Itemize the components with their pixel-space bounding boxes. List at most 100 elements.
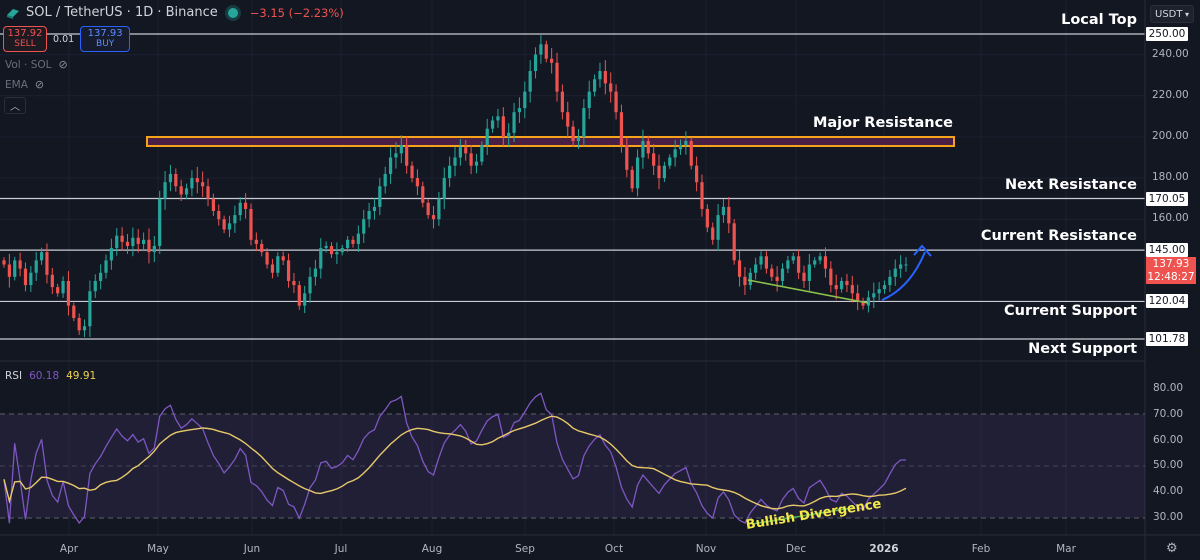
level-price-tag: 120.04 [1146,294,1188,309]
symbol-title[interactable]: SOL / TetherUS · 1D · Binance [26,5,218,20]
candle [346,239,350,249]
candle [759,256,763,265]
time-tick: Apr [59,543,79,555]
candle [630,169,634,189]
candle [566,112,570,127]
candle [125,241,130,246]
candle [421,186,425,203]
candle [625,145,629,170]
candle [813,260,817,265]
candle [797,256,801,273]
candle [50,274,54,288]
candle [93,280,97,292]
rsi-tick: 70.00 [1153,407,1184,420]
candle [34,260,38,273]
rsi-legend[interactable]: RSI 60.18 49.91 [5,370,96,382]
sell-button[interactable]: 137.92 SELL [3,26,47,52]
candle [163,182,167,199]
candle [700,182,704,209]
candle [61,280,65,294]
level-price-tag: 145.00 [1146,243,1188,258]
candle [592,79,597,92]
candle [109,248,113,261]
collapse-legend-button[interactable]: ︿ [4,97,26,114]
candle [716,215,720,240]
candle [104,260,108,273]
rsi-tick: 60.00 [1153,433,1184,446]
candle [555,62,559,92]
candle [668,157,672,166]
eye-hidden-icon[interactable]: ⊘ [34,78,45,91]
candle [227,223,232,230]
candle [662,165,666,179]
price-tick: 160.00 [1152,212,1189,225]
candle [281,256,285,261]
price-change: −3.15 (−2.23%) [249,5,344,20]
candle [233,215,237,224]
candle [324,245,328,249]
candle [775,276,779,281]
bar-countdown: 12:48:27 [1147,270,1195,283]
candle [464,147,468,154]
candle [222,219,226,230]
candle [839,280,844,290]
candle [195,178,199,183]
candle [539,44,543,55]
time-tick: 2026 [869,543,899,555]
candle [265,252,269,265]
candle [485,128,489,146]
eye-hidden-icon[interactable]: ⊘ [58,58,68,71]
currency-select[interactable]: USDT ▾ [1150,5,1194,23]
candle [721,206,726,216]
projection-arrowhead [913,244,932,257]
candle [115,235,119,249]
time-tick: Mar [1056,543,1076,555]
candle [56,287,60,294]
candle [303,293,307,306]
candle [748,272,752,286]
candle [861,301,865,306]
candle [737,260,742,277]
candle [23,268,28,286]
candle [791,256,795,261]
candle [614,91,618,113]
candle [571,126,575,142]
indicator-ema[interactable]: EMA ⊘ [5,78,44,91]
time-tick: Jun [243,543,261,555]
candle [7,264,11,277]
buy-price: 137.93 [87,28,123,39]
level-price-tag: 170.05 [1146,191,1188,206]
candle [29,272,33,286]
sell-label: SELL [14,39,36,49]
candle [856,293,860,302]
candle [512,112,516,133]
time-tick: Dec [785,543,807,555]
buy-button[interactable]: 137.93 BUY [80,26,131,52]
candle [850,285,854,294]
major-resistance-zone [146,136,955,147]
candle [99,272,103,281]
candle [641,141,645,158]
candle [802,272,806,281]
candle [496,116,500,121]
candle [882,285,887,290]
candles [2,35,908,338]
candle [528,71,532,92]
rsi-value: 60.18 [29,370,60,382]
candle [899,264,903,269]
indicator-volume[interactable]: Vol · SOL ⊘ [5,58,68,71]
candle [764,256,769,269]
candle [179,186,183,195]
settings-gear-icon[interactable]: ⚙ [1166,541,1178,556]
candle [807,264,811,281]
candle [845,280,849,286]
candle [872,293,876,298]
candle [437,198,441,220]
current-price: 137.93 [1152,258,1190,270]
candle [82,326,87,331]
candle [45,252,49,275]
candle [786,260,790,269]
candle [184,188,189,195]
market-open-icon [227,7,238,18]
